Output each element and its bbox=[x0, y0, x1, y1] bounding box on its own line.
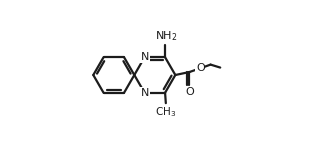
Text: N: N bbox=[141, 52, 149, 62]
Text: O: O bbox=[186, 87, 195, 97]
Text: NH$_2$: NH$_2$ bbox=[155, 30, 177, 43]
Text: CH$_3$: CH$_3$ bbox=[155, 106, 176, 120]
Text: O: O bbox=[196, 63, 205, 73]
Text: N: N bbox=[141, 88, 149, 98]
